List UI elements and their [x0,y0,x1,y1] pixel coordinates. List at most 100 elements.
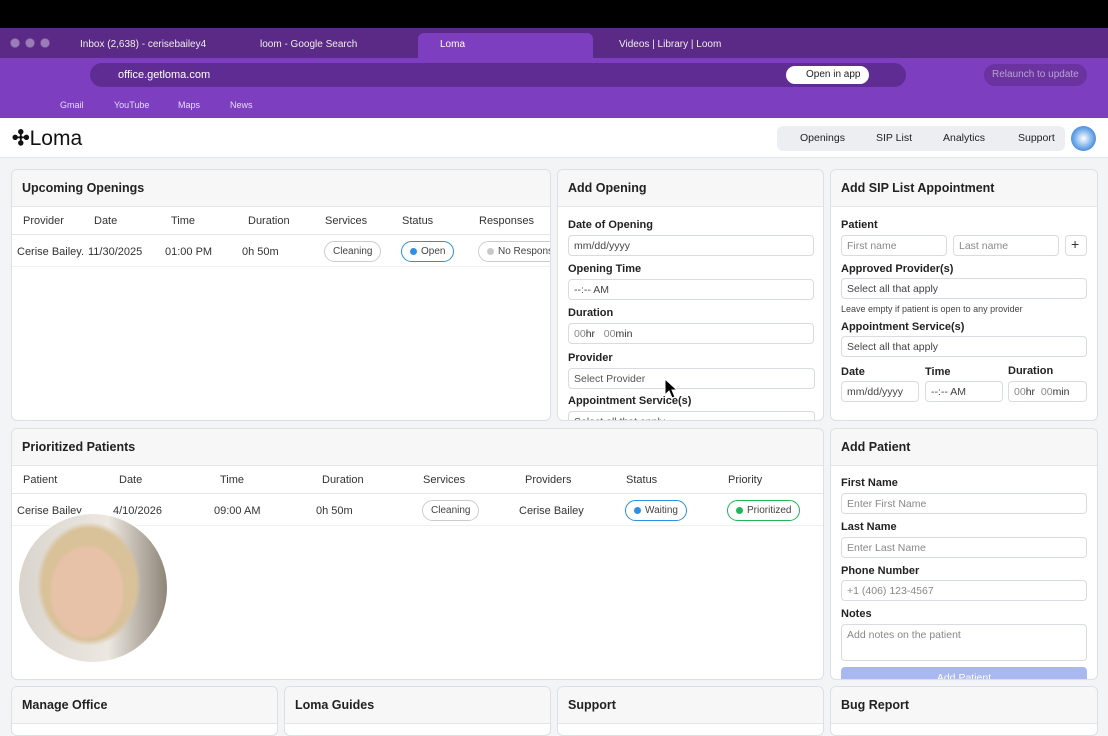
time-input[interactable]: --:-- AM [925,381,1003,402]
providers-select[interactable]: Select all that apply [841,278,1087,299]
duration-input[interactable]: 00hr 00min [1008,381,1087,402]
status-pill: Open [401,241,455,262]
pill-text: Prioritized [747,505,792,516]
date-input[interactable]: mm/dd/yyyy [841,381,919,402]
status-dot [634,507,641,514]
card-title: Add Patient [831,429,1097,466]
column-header: Status [626,474,658,486]
card-title: Bug Report [831,687,1097,724]
nav-item[interactable]: Support [1018,132,1055,144]
table-header [12,207,550,235]
pill-text: Cleaning [431,505,471,516]
status-dot [410,248,417,255]
status-pill: Cleaning [324,241,382,262]
table-header [12,466,823,494]
add-button[interactable]: + [1065,235,1087,256]
column-header: Duration [322,474,364,486]
phone-input[interactable]: +1 (406) 123-4567 [841,580,1087,601]
column-header: Time [220,474,245,486]
status-pill: Cleaning [422,500,480,521]
first-input[interactable]: First name [841,235,947,256]
card-title: Manage Office [12,687,277,724]
card-title: Add Opening [558,170,823,207]
os-bar [0,0,1108,28]
label: Date of Opening [568,219,653,231]
label: Patient [841,219,878,231]
label: Phone Number [841,565,920,577]
add-opening-card: Add Opening Date of Opening mm/dd/yyyy O… [557,169,824,421]
label: Appointment Service(s) [841,321,965,333]
nav-item[interactable]: SIP List [876,132,912,144]
label: Duration [568,307,614,319]
bottom-card: Bug Report [830,686,1098,736]
notes-input[interactable]: Add notes on the patient [841,624,1087,661]
label: First Name [841,477,898,489]
column-header: Duration [248,215,290,227]
cell: 0h 50m [242,246,279,258]
services-select[interactable]: Select all that apply [568,411,815,420]
table-row [12,495,823,526]
bottom-card: Loma Guides [284,686,551,736]
column-header: Priority [728,474,763,486]
logo[interactable]: ✣Loma [12,127,83,150]
url: office.getloma.com [118,69,211,81]
label: Date [841,366,865,378]
nav [777,126,1065,151]
column-header: Date [94,215,118,227]
tab-active[interactable]: Loma [418,33,593,58]
services-select[interactable]: Select all that apply [841,336,1087,357]
first-input[interactable]: Enter First Name [841,493,1087,514]
minutes: 00 [603,328,616,340]
add-patient-button[interactable]: Add Patient [841,667,1087,679]
last-input[interactable]: Last name [953,235,1059,256]
sip-card: Add SIP List Appointment Patient First n… [830,169,1098,421]
status-dot [487,248,494,255]
bottom-card: Manage Office [11,686,278,736]
column-header: Services [325,215,368,227]
upcoming-card: Upcoming Openings Provider Date Time Duratio… [11,169,551,421]
unit: hr [1025,386,1036,398]
cell: 0h 50m [316,505,353,517]
last-input[interactable]: Enter Last Name [841,537,1087,558]
column-header: Provider [23,215,64,227]
card-title: Support [558,687,823,724]
tab[interactable]: loom - Google Search [260,39,358,50]
relaunch[interactable]: Relaunch to update [984,64,1087,86]
bookmark[interactable]: News [230,100,253,110]
time-input[interactable]: --:-- AM [568,279,814,300]
label: Provider [568,352,613,364]
cell: 01:00 PM [165,246,213,258]
tab[interactable]: Inbox (2,638) - cerisebailey4 [80,39,207,50]
tab[interactable]: Videos | Library | Loom [619,39,722,50]
cell: Cerise Bailey [519,505,584,517]
column-header: Date [119,474,143,486]
status-dot [736,507,743,514]
column-header: Providers [525,474,572,486]
label: Notes [841,608,872,620]
address-bar[interactable] [90,63,906,87]
pill-text: Cleaning [333,246,373,257]
bookmark[interactable]: Gmail [60,100,84,110]
label: Last Name [841,521,897,533]
nav-item[interactable]: Analytics [943,132,986,144]
bookmark[interactable]: Maps [178,100,201,110]
nav-item[interactable]: Openings [800,132,845,144]
label: Time [925,366,951,378]
bookmark[interactable]: YouTube [114,100,150,110]
bottom-card: Support [557,686,824,736]
unit: min [1052,386,1070,398]
pill-text: No Respons [498,246,551,257]
duration-input[interactable]: 00hr 00min [568,323,814,344]
logo-text: Loma [29,127,83,150]
avatar[interactable] [1071,126,1096,151]
open-in-app[interactable]: Open in app [786,66,869,84]
cursor [664,378,678,399]
status-pill: Prioritized [727,500,801,521]
provider-select[interactable]: Select Provider [568,368,815,389]
card-title: Loma Guides [285,687,550,724]
minutes: 00 [1040,386,1053,398]
date-input[interactable]: mm/dd/yyyy [568,235,814,256]
label: Opening Time [568,263,642,275]
card-title: Prioritized Patients [12,429,823,466]
